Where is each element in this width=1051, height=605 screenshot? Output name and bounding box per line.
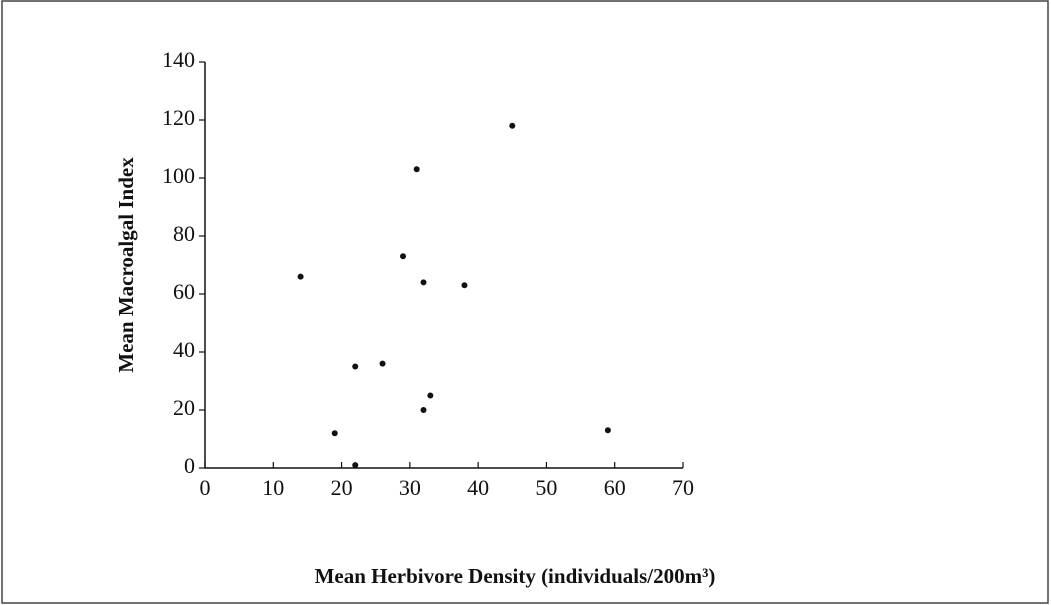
y-tick-label: 80 (173, 221, 195, 246)
point (331, 430, 338, 437)
x-tick-label: 40 (467, 475, 489, 500)
y-tick-label: 120 (162, 105, 195, 130)
y-tick-label: 100 (162, 163, 195, 188)
point (427, 392, 434, 399)
point (413, 166, 420, 173)
point (461, 282, 468, 289)
point (400, 253, 407, 260)
y-tick-label: 20 (173, 395, 195, 420)
x-axis-title: Mean Herbivore Density (individuals/200m… (315, 564, 716, 588)
point (379, 360, 386, 367)
y-tick-label: 40 (173, 337, 195, 362)
y-tick-label: 60 (173, 279, 195, 304)
x-tick-label: 70 (672, 475, 694, 500)
x-tick-label: 20 (331, 475, 353, 500)
y-axis-title: Mean Macroalgal Index (114, 157, 138, 373)
y-tick-label: 140 (162, 47, 195, 72)
point (420, 407, 427, 413)
point (352, 363, 359, 370)
point (297, 273, 304, 280)
point (420, 279, 427, 286)
x-tick-label: 0 (200, 475, 211, 500)
point (352, 462, 359, 469)
x-tick-label: 30 (399, 475, 421, 500)
x-tick-label: 10 (262, 475, 284, 500)
x-tick-label: 60 (604, 475, 626, 500)
y-tick-label: 0 (184, 453, 195, 478)
point (604, 427, 611, 434)
x-tick-label: 50 (535, 475, 557, 500)
point (509, 122, 516, 129)
